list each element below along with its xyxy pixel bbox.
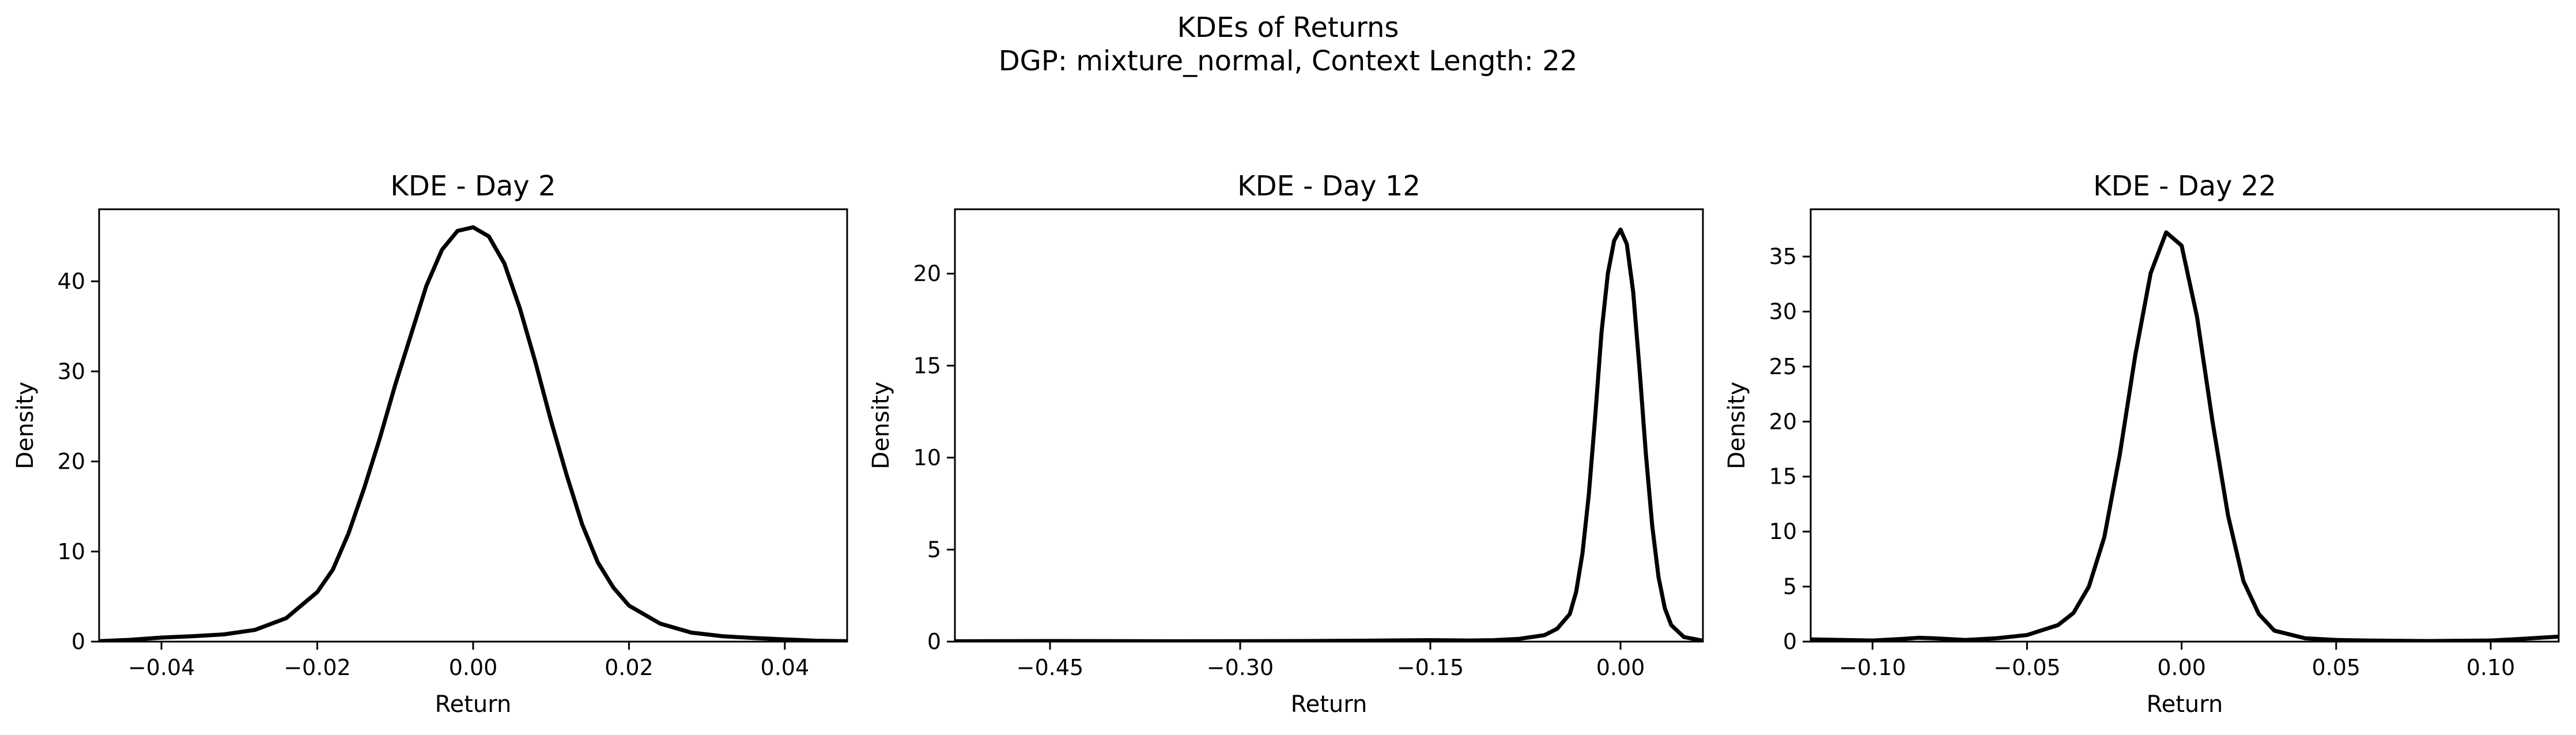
x-axis-label: Return — [1291, 691, 1368, 718]
x-axis-label: Return — [435, 691, 512, 718]
x-tick-label: −0.30 — [1207, 655, 1274, 680]
subplot-3: −0.10 −0.05 0.00 0.05 0.10 0 5 10 15 20 25 30 35 KDE … — [1724, 170, 2560, 718]
y-tick-label: 20 — [58, 449, 85, 474]
x-tick-label: 0.10 — [2467, 655, 2515, 680]
axes-frame — [1810, 208, 2560, 643]
x-tick-label: 0.00 — [1596, 655, 1645, 680]
figure-subtitle: DGP: mixture_normal, Context Length: 22 — [999, 45, 1578, 77]
subplot-1: −0.04 −0.02 0.00 0.02 0.04 0 10 20 30 40 KDE - Day… — [12, 170, 848, 718]
figure-title: KDEs of Returns — [1177, 12, 1399, 44]
y-tick-label: 20 — [913, 261, 941, 287]
y-tick-label: 15 — [913, 353, 941, 378]
y-tick-label: 20 — [1769, 409, 1797, 434]
x-tick-label: −0.05 — [1993, 655, 2060, 680]
y-tick-label: 35 — [1769, 244, 1797, 269]
y-tick-label: 40 — [58, 269, 85, 294]
y-tick-label: 15 — [1769, 464, 1797, 489]
axes-frame — [954, 208, 1704, 643]
subplot-title: KDE - Day 12 — [1237, 170, 1421, 202]
x-axis-label: Return — [2147, 691, 2223, 718]
y-tick-label: 5 — [927, 537, 941, 562]
x-tick-label: −0.45 — [1017, 655, 1083, 680]
x-tick-label: −0.10 — [1839, 655, 1906, 680]
y-tick-label: 5 — [1783, 574, 1797, 600]
x-tick-label: 0.05 — [2312, 655, 2361, 680]
subplot-title: KDE - Day 2 — [390, 170, 556, 202]
y-tick-label: 30 — [58, 359, 85, 384]
y-tick-label: 0 — [927, 629, 941, 654]
kde-line-3 — [1811, 230, 2559, 642]
subplot-title: KDE - Day 22 — [2093, 170, 2276, 202]
kde-line-1 — [99, 225, 847, 642]
kde-line-2 — [955, 227, 1703, 642]
y-tick-label: 10 — [58, 539, 85, 564]
x-tick-label: −0.04 — [128, 655, 195, 680]
y-tick-label: 10 — [1769, 519, 1797, 544]
y-axis-label: Density — [12, 382, 39, 469]
x-tick-label: 0.00 — [2157, 655, 2206, 680]
y-axis-label: Density — [1724, 382, 1750, 469]
y-tick-label: 30 — [1769, 299, 1797, 324]
y-tick-label: 0 — [71, 629, 85, 654]
x-tick-label: 0.02 — [605, 655, 654, 680]
x-tick-label: −0.02 — [284, 655, 350, 680]
subplot-2: −0.45 −0.30 −0.15 0.00 0 5 10 15 20 KDE - Day 12 R… — [868, 170, 1704, 718]
x-tick-label: 0.04 — [761, 655, 810, 680]
x-tick-label: 0.00 — [449, 655, 498, 680]
y-axis-label: Density — [868, 382, 894, 469]
axes-frame — [98, 208, 848, 643]
y-tick-label: 0 — [1783, 629, 1797, 654]
subplots: −0.04 −0.02 0.00 0.02 0.04 0 10 20 30 40 KDE - Day… — [12, 170, 2560, 718]
y-tick-label: 10 — [913, 445, 941, 470]
x-tick-label: −0.15 — [1397, 655, 1464, 680]
y-tick-label: 25 — [1769, 354, 1797, 379]
